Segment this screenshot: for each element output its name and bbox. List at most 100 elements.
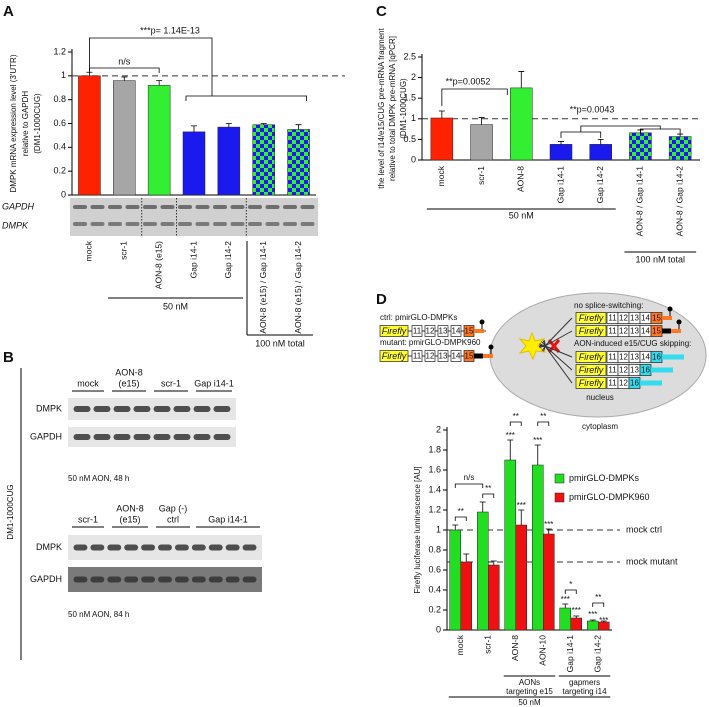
signal-arrow [545, 346, 573, 384]
blot-band [208, 544, 223, 551]
construct-label: mutant: pmirGLO-DMPK960 [380, 338, 481, 347]
reference-label: mock mutant [626, 556, 678, 566]
exon-label: 13 [630, 366, 639, 375]
bar [252, 124, 275, 196]
blot-band [174, 576, 189, 583]
polya-head [676, 319, 682, 325]
gel-label: DMPK [2, 220, 29, 230]
y-tick-label: 0.8 [53, 94, 66, 104]
error-bar [573, 615, 580, 618]
blot-band [191, 544, 206, 551]
y-tick-label: 0.2 [428, 604, 441, 614]
diagram-heading: AON-induced e15/CUG skipping: [574, 339, 691, 348]
legend-swatch [554, 473, 565, 484]
y-tick-label: 0.4 [428, 584, 441, 594]
exon [450, 325, 462, 337]
bar [430, 117, 454, 161]
group-label: 100 nM total [255, 338, 305, 348]
gel-band [213, 205, 227, 209]
exon [575, 312, 607, 324]
exon-label: 12 [619, 353, 628, 362]
annotation: ** [595, 593, 601, 602]
annotation: *** [588, 610, 597, 619]
gel-band [90, 222, 105, 226]
exon-label: 16 [652, 353, 661, 362]
bar [504, 459, 516, 631]
exon-label: 15 [652, 314, 661, 323]
utr-tail [671, 329, 681, 333]
gel-band [300, 205, 315, 209]
blot-band [133, 434, 151, 440]
exon-label: 14 [641, 327, 650, 336]
cug-repeat [474, 353, 483, 359]
group-label: 50 nM [163, 301, 188, 311]
y-tick-label: 1.6 [428, 464, 441, 474]
bar [113, 80, 136, 196]
y-axis-label: Firefly luciferase luminescence [AU] [413, 466, 422, 593]
error-bar [452, 524, 459, 530]
bar [559, 607, 571, 631]
polya-head [479, 319, 485, 325]
polya-head [488, 344, 494, 350]
blot-band [225, 576, 240, 583]
x-tick-label: AON-8 (e15) [153, 241, 163, 289]
compartment-label: nucleus [586, 393, 614, 402]
y-tick-label: 0 [411, 154, 416, 164]
exon-label: Firefly [579, 352, 604, 362]
exon-label: 16 [641, 366, 650, 375]
blot-band [153, 406, 171, 412]
y-tick-label: 2 [436, 424, 441, 434]
gel-band [283, 222, 297, 226]
bar [470, 124, 493, 161]
exon-label: 13 [439, 352, 448, 361]
y-axis-label: (DM1-1000CUG) [399, 78, 408, 139]
group-label: 100 nM total [636, 254, 686, 264]
lane-label: ctrl [167, 514, 179, 524]
exon [424, 325, 436, 337]
bar [668, 136, 692, 161]
x-tick-label: mock [436, 165, 446, 186]
gel-band [178, 205, 192, 209]
blot-row-label: DMPK [36, 542, 62, 552]
exon-label: 11 [413, 327, 422, 336]
exon-label: 12 [619, 327, 628, 336]
y-tick-label: 2 [411, 72, 416, 82]
compartment-label: cytoplasm [582, 422, 618, 431]
blot-band [193, 406, 211, 412]
error-bar [479, 501, 486, 512]
x-tick-label: scr-1 [119, 241, 129, 260]
annotation: ** [485, 484, 491, 493]
error-bar [156, 80, 163, 86]
exon [575, 377, 607, 389]
x-tick-label: scr-1 [476, 166, 486, 185]
y-tick-label: 1.8 [428, 444, 441, 454]
annotation: *** [599, 616, 608, 625]
exon [575, 325, 607, 337]
side-label: DM1-1000CUG [6, 484, 15, 539]
blot-band [141, 576, 156, 583]
gel-band [195, 222, 210, 226]
exon-label: 11 [608, 379, 617, 388]
bar [510, 87, 533, 161]
x-tick-label: Gap i14-1 [565, 635, 575, 673]
annotation: *** [517, 501, 526, 510]
bar [543, 533, 555, 631]
gel-band [73, 205, 87, 209]
gel-band [178, 222, 192, 226]
gel-band [265, 222, 280, 226]
bar [460, 561, 472, 631]
lane-label: AON-8 [115, 367, 143, 377]
bracket [592, 602, 605, 607]
exon-label: 14 [452, 327, 461, 336]
exon [379, 325, 409, 337]
polya-head [667, 306, 673, 312]
y-axis-label: the level of i14/e15/CUG pre-mRNA fragme… [377, 27, 386, 188]
panel-letter: D [376, 291, 387, 308]
x-tick-label: mock [84, 240, 94, 261]
annotation: *** [572, 606, 581, 615]
blot-band [174, 544, 189, 551]
gel-band [143, 205, 157, 209]
annotation: *** [561, 595, 570, 604]
gel-band [195, 205, 210, 209]
lane-label: Gap (-) [159, 503, 188, 513]
